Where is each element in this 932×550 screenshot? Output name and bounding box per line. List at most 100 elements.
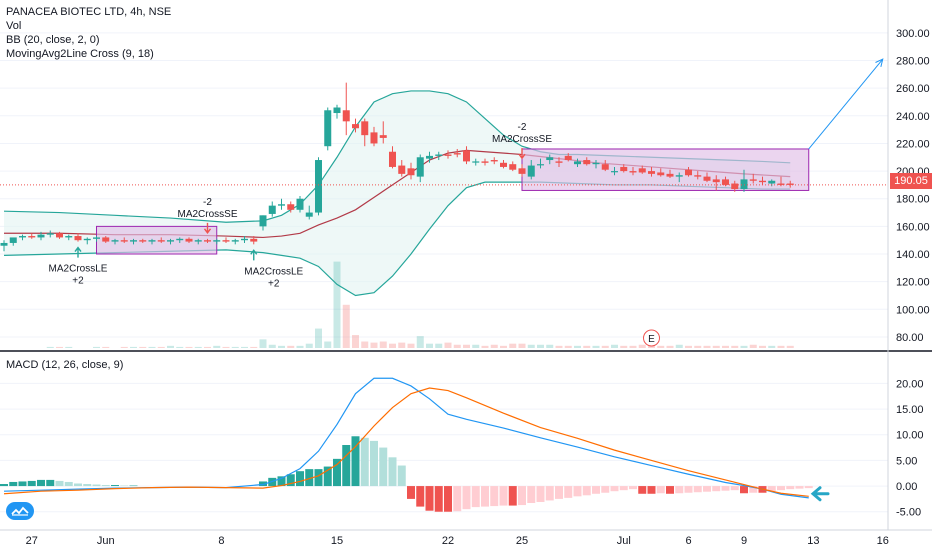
- volume-bar: [305, 343, 313, 348]
- time-tick-label: Jun: [97, 535, 115, 547]
- macd-histogram-bar: [37, 479, 45, 487]
- candle-body: [342, 110, 350, 122]
- candle-body: [657, 172, 665, 176]
- candle-body: [712, 179, 720, 183]
- macd-histogram-bar: [379, 447, 388, 487]
- macd-histogram-bar: [277, 476, 286, 487]
- volume-bar: [490, 344, 498, 348]
- volume-bars: E: [46, 261, 794, 348]
- volume-bar: [481, 345, 489, 348]
- volume-bar: [379, 341, 387, 348]
- volume-bar: [213, 345, 221, 348]
- macd-tick-label: 20.00: [896, 378, 924, 390]
- macd-histogram-bar: [786, 486, 795, 490]
- candle-body: [185, 238, 193, 242]
- macd-histogram-bar: [666, 486, 674, 494]
- candle-body: [241, 238, 248, 241]
- candle-body: [509, 164, 517, 170]
- tradingview-logo[interactable]: [6, 502, 34, 520]
- price-tick-label: 120.00: [896, 277, 930, 289]
- volume-bar: [250, 346, 258, 348]
- volume-bar: [426, 343, 433, 348]
- candle-body: [435, 154, 443, 156]
- time-tick-label: 13: [807, 535, 819, 547]
- candle-body: [398, 165, 406, 174]
- grid-lines: [0, 0, 932, 531]
- last-price-label: 190.05: [890, 173, 932, 189]
- strategy-signals: MA2CrossLE+2-2MA2CrossSEMA2CrossLE+2-2MA…: [49, 122, 553, 289]
- candle-body: [768, 180, 776, 184]
- ma-cross-legend: MovingAvg2Line Cross (9, 18): [6, 48, 154, 60]
- candle-body: [564, 155, 572, 161]
- volume-bar: [222, 346, 230, 348]
- volume-bar: [444, 342, 452, 348]
- macd-histogram-bar: [286, 474, 295, 487]
- macd-histogram-bar: [564, 486, 573, 498]
- volume-bar: [268, 344, 276, 348]
- volume-bar: [731, 345, 739, 348]
- candle-body: [638, 168, 646, 173]
- candle-body: [370, 132, 378, 144]
- macd-histogram-bar: [518, 486, 526, 506]
- candle-body: [481, 161, 489, 163]
- candle-body: [722, 179, 729, 185]
- macd-histogram-bar: [592, 486, 600, 494]
- short-signal-label: -2: [203, 197, 212, 208]
- macd-histogram-bar: [545, 486, 554, 501]
- volume-bar: [120, 346, 128, 348]
- macd-histogram-bar: [9, 481, 18, 487]
- macd-histogram-bar: [342, 445, 351, 487]
- volume-bar: [638, 344, 646, 348]
- volume-bar: [361, 341, 369, 348]
- macd-tick-label: 10.00: [896, 430, 924, 442]
- macd-histogram-bar: [462, 486, 471, 510]
- macd-legend: MACD (12, 26, close, 9): [6, 358, 123, 372]
- volume-bar: [666, 345, 674, 348]
- candle-body: [93, 237, 100, 239]
- range-box: [521, 148, 810, 191]
- candle-body: [148, 240, 156, 242]
- short-signal-label: MA2CrossSE: [177, 209, 237, 220]
- candle-body: [37, 234, 45, 238]
- macd-tick-label: 0.00: [896, 481, 917, 493]
- candle-body: [56, 233, 63, 238]
- candle-body: [694, 175, 702, 177]
- macd-histogram-bar: [314, 469, 323, 487]
- candle-body: [749, 179, 757, 181]
- candle-body: [231, 240, 239, 242]
- candle-body: [83, 238, 91, 241]
- volume-bar: [527, 344, 535, 348]
- volume-bar: [453, 344, 461, 348]
- macd-histogram-bar: [0, 484, 8, 487]
- candle-body: [555, 161, 563, 163]
- candle-body: [333, 107, 341, 114]
- macd-histogram-bar: [573, 486, 582, 497]
- volume-bar: [740, 345, 748, 348]
- volume-bar: [167, 345, 174, 348]
- macd-histogram-bar: [693, 486, 702, 493]
- time-tick-label: 8: [218, 535, 224, 547]
- candle-body: [731, 183, 739, 190]
- macd-histogram-bar: [647, 486, 656, 494]
- candle-body: [389, 151, 396, 167]
- macd-histogram-bar: [333, 458, 341, 487]
- candle-body: [65, 236, 73, 238]
- candle-body: [472, 161, 480, 163]
- price-tick-label: 80.00: [896, 332, 924, 344]
- earnings-marker-label: E: [648, 334, 655, 345]
- volume-bar: [342, 304, 350, 348]
- time-axis: 27 Jun 8 15 22 25 Jul 6 9 13 16: [26, 535, 889, 547]
- volume-bar: [620, 345, 628, 348]
- volume-bar: [611, 344, 618, 348]
- candle-body: [463, 150, 470, 162]
- candle-body: [426, 155, 433, 159]
- candle-body: [777, 183, 785, 185]
- earnings-marker: [643, 329, 660, 347]
- volume-bar: [472, 344, 480, 348]
- candle-body: [601, 164, 609, 170]
- macd-histogram-bar: [425, 486, 434, 511]
- candle-body: [213, 240, 221, 242]
- candle-body: [453, 153, 461, 155]
- volume-bar: [148, 346, 156, 348]
